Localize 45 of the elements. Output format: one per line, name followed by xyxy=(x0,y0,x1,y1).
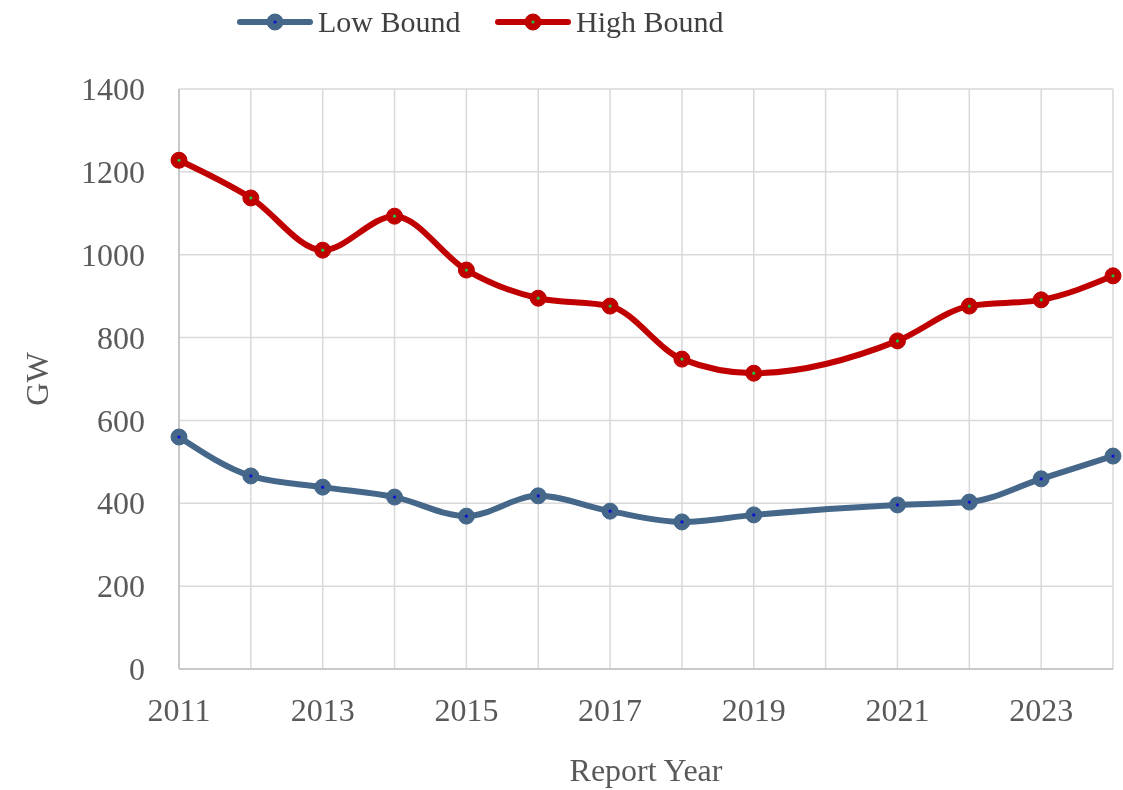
x-tick-label: 2021 xyxy=(865,692,930,729)
y-tick-label: 1400 xyxy=(81,71,145,108)
point xyxy=(673,513,691,531)
x-tick-label: 2023 xyxy=(1009,692,1074,729)
y-tick-label: 200 xyxy=(97,568,145,605)
point xyxy=(386,488,404,506)
y-tick-label: 800 xyxy=(97,319,145,356)
point xyxy=(170,151,188,169)
legend-label: Low Bound xyxy=(318,5,461,38)
point xyxy=(888,332,906,350)
point xyxy=(386,207,404,225)
y-tick-label: 0 xyxy=(129,651,145,688)
y-tick-label: 1000 xyxy=(81,236,145,273)
point xyxy=(457,261,475,279)
y-tick-label: 1200 xyxy=(81,154,145,191)
legend-label: High Bound xyxy=(576,5,724,38)
point xyxy=(1104,267,1122,285)
point xyxy=(170,428,188,446)
point xyxy=(1032,291,1050,309)
point xyxy=(601,297,619,315)
point xyxy=(960,297,978,315)
point xyxy=(314,478,332,496)
point xyxy=(529,487,547,505)
point xyxy=(314,241,332,259)
x-axis-title: Report Year xyxy=(569,752,723,788)
point xyxy=(673,350,691,368)
point xyxy=(457,507,475,525)
x-tick-label: 2011 xyxy=(147,692,211,729)
x-tick-label: 2019 xyxy=(721,692,786,729)
point xyxy=(888,496,906,514)
x-tick-label: 2013 xyxy=(290,692,355,729)
point xyxy=(960,493,978,511)
point xyxy=(242,467,260,485)
point xyxy=(529,289,547,307)
x-tick-label: 2017 xyxy=(578,692,643,729)
point xyxy=(601,502,619,520)
y-tick-label: 400 xyxy=(97,485,145,522)
point xyxy=(1032,470,1050,488)
point xyxy=(1104,447,1122,465)
y-axis-title: GW xyxy=(19,351,55,406)
point xyxy=(745,364,763,382)
point xyxy=(242,189,260,207)
point xyxy=(745,506,763,524)
y-tick-label: 600 xyxy=(97,402,145,439)
x-tick-label: 2015 xyxy=(434,692,499,729)
